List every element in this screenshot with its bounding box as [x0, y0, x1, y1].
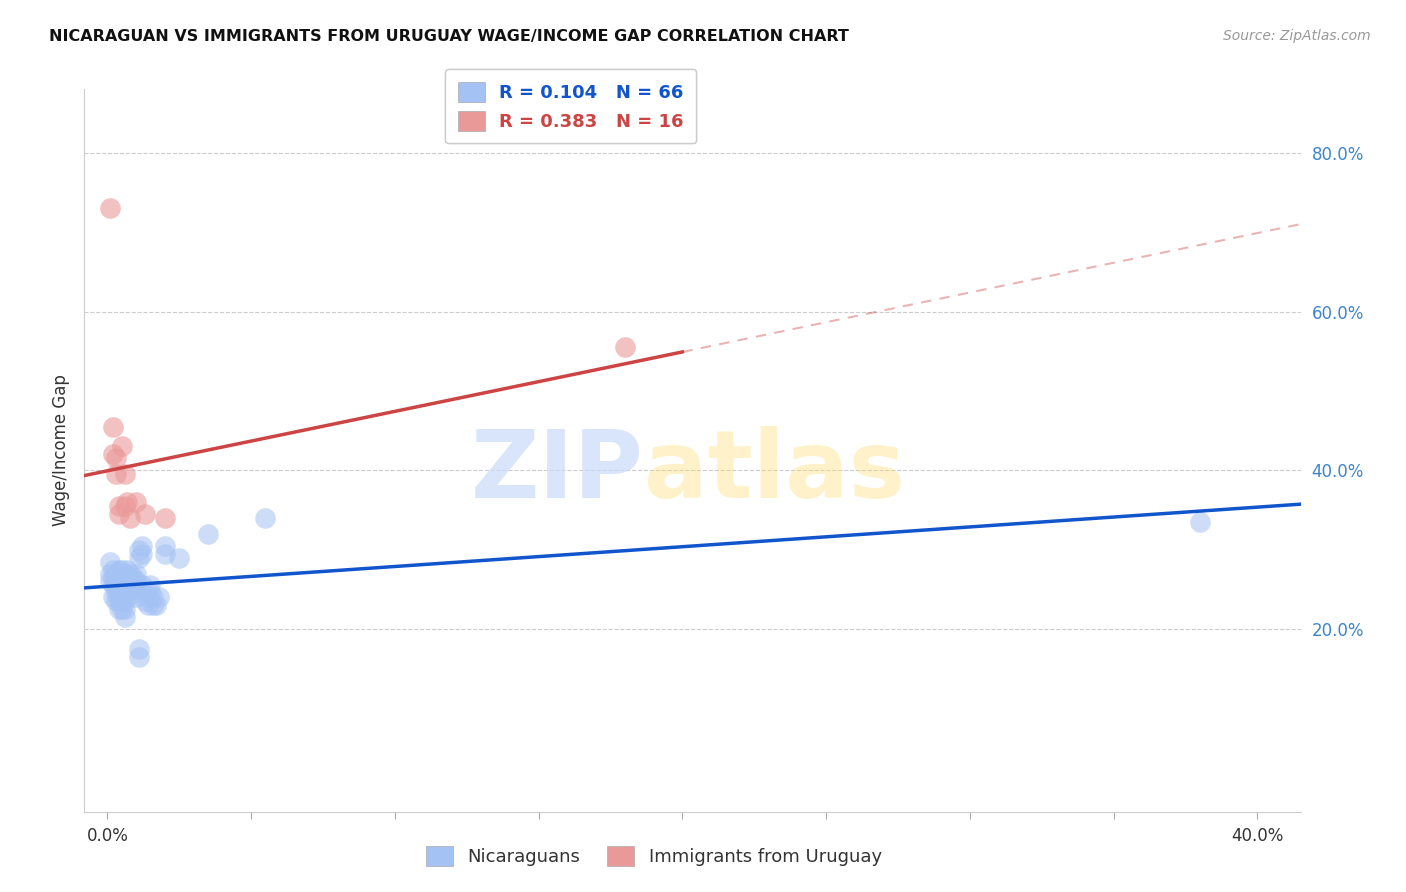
Point [108, 594, 131, 608]
Point [148, 591, 170, 605]
Point [122, 570, 145, 584]
Point [101, 591, 124, 605]
Point [114, 578, 136, 592]
Point [128, 542, 150, 557]
Point [134, 507, 156, 521]
Point [120, 574, 142, 589]
Point [111, 594, 134, 608]
Point [136, 599, 159, 613]
Point [125, 574, 148, 589]
Point [1188, 515, 1211, 529]
Point [131, 578, 153, 592]
Point [111, 578, 134, 592]
Point [98, 202, 121, 216]
Point [120, 566, 142, 581]
Point [139, 586, 162, 600]
Point [108, 602, 131, 616]
Point [136, 591, 159, 605]
Point [101, 578, 124, 592]
Point [128, 550, 150, 565]
Point [114, 467, 136, 482]
Point [108, 586, 131, 600]
Point [131, 539, 153, 553]
Point [104, 467, 127, 482]
Point [122, 578, 145, 592]
Point [125, 582, 148, 597]
Point [104, 451, 127, 466]
Point [98, 555, 121, 569]
Point [108, 499, 131, 513]
Point [98, 566, 121, 581]
Point [111, 586, 134, 600]
Point [153, 511, 176, 525]
Point [613, 340, 636, 354]
Point [101, 447, 124, 461]
Point [142, 591, 165, 605]
Point [108, 578, 131, 592]
Point [117, 578, 139, 592]
Point [197, 526, 219, 541]
Point [153, 547, 176, 561]
Point [128, 642, 150, 657]
Point [104, 570, 127, 584]
Point [125, 591, 148, 605]
Point [114, 610, 136, 624]
Point [108, 570, 131, 584]
Point [134, 594, 156, 608]
Point [120, 511, 142, 525]
Point [117, 563, 139, 577]
Point [104, 566, 127, 581]
Point [125, 495, 148, 509]
Point [125, 566, 148, 581]
Point [104, 586, 127, 600]
Point [101, 563, 124, 577]
Point [111, 563, 134, 577]
Point [114, 594, 136, 608]
Point [104, 594, 127, 608]
Point [104, 578, 127, 592]
Point [254, 511, 277, 525]
Point [108, 563, 131, 577]
Point [101, 419, 124, 434]
Point [111, 570, 134, 584]
Point [114, 566, 136, 581]
Point [153, 539, 176, 553]
Point [122, 586, 145, 600]
Legend: Nicaraguans, Immigrants from Uruguay: Nicaraguans, Immigrants from Uruguay [413, 833, 894, 879]
Point [117, 495, 139, 509]
Point [145, 599, 167, 613]
Point [114, 602, 136, 616]
Point [120, 582, 142, 597]
Point [108, 507, 131, 521]
Point [111, 440, 134, 454]
Point [98, 574, 121, 589]
Y-axis label: Wage/Income Gap: Wage/Income Gap [52, 375, 70, 526]
Text: ZIP: ZIP [471, 426, 644, 518]
Point [114, 499, 136, 513]
Point [114, 586, 136, 600]
Point [117, 570, 139, 584]
Text: atlas: atlas [644, 426, 905, 518]
Point [111, 602, 134, 616]
Point [139, 578, 162, 592]
Point [128, 649, 150, 664]
Text: NICARAGUAN VS IMMIGRANTS FROM URUGUAY WAGE/INCOME GAP CORRELATION CHART: NICARAGUAN VS IMMIGRANTS FROM URUGUAY WA… [49, 29, 849, 44]
Point [101, 570, 124, 584]
Text: Source: ZipAtlas.com: Source: ZipAtlas.com [1223, 29, 1371, 43]
Legend: R = 0.104   N = 66, R = 0.383   N = 16: R = 0.104 N = 66, R = 0.383 N = 16 [446, 70, 696, 144]
Point [167, 550, 190, 565]
Point [142, 599, 165, 613]
Point [114, 570, 136, 584]
Point [131, 547, 153, 561]
